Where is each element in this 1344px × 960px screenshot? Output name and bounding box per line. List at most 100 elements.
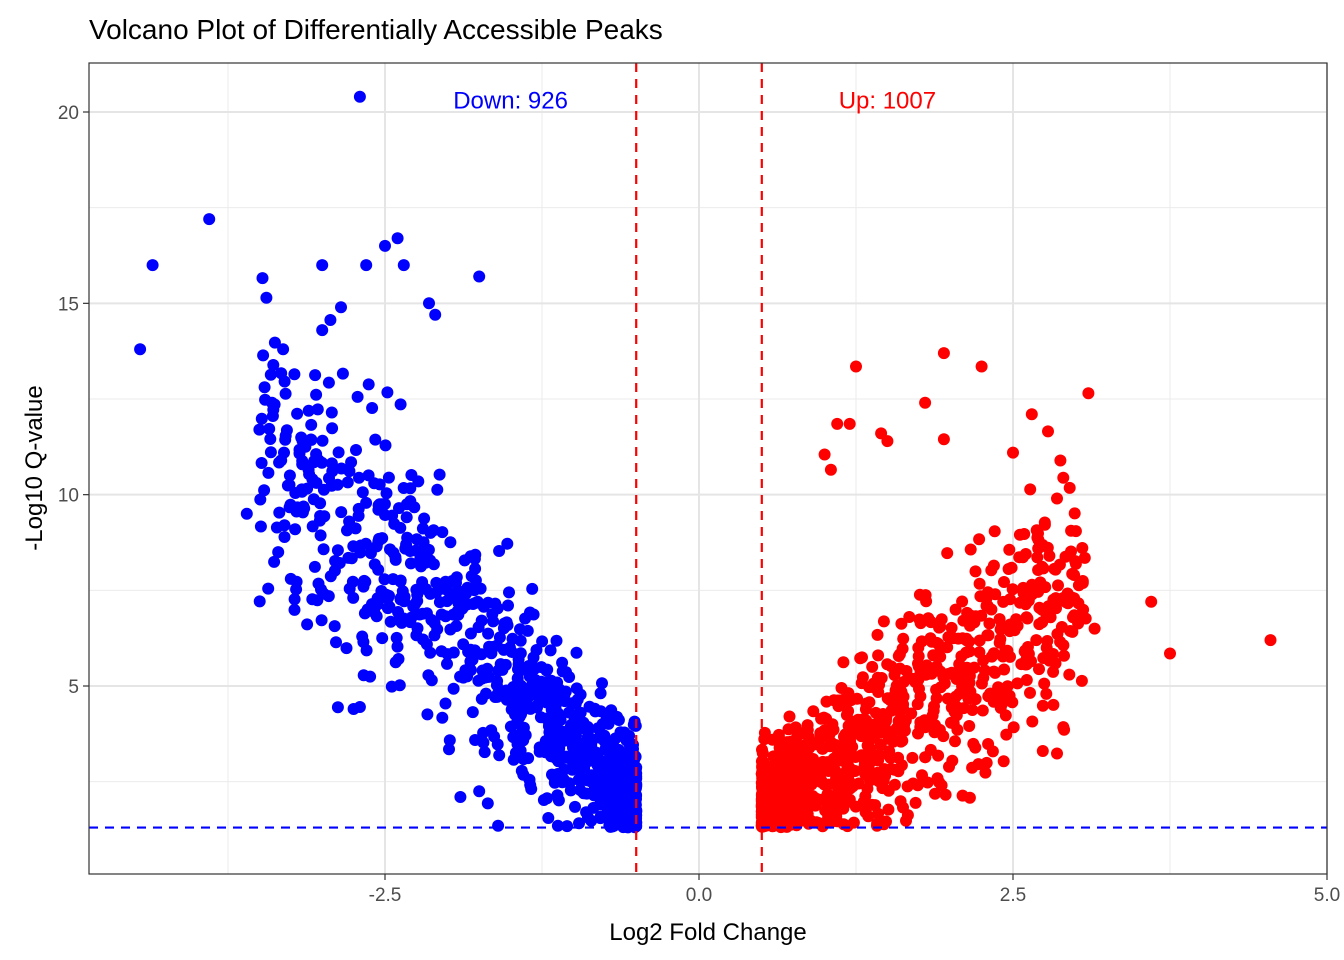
point-down xyxy=(478,746,491,759)
point-down xyxy=(398,595,411,608)
point-down xyxy=(602,788,615,801)
point-down xyxy=(429,308,442,321)
point-down xyxy=(519,729,532,742)
point-down xyxy=(366,402,379,414)
point-down xyxy=(360,496,373,509)
point-up xyxy=(826,718,839,731)
point-down xyxy=(544,644,557,657)
point-down xyxy=(567,741,579,754)
point-up xyxy=(1030,634,1043,647)
point-down xyxy=(450,620,463,632)
point-down xyxy=(313,514,326,527)
point-down xyxy=(341,476,354,489)
point-down xyxy=(326,422,339,435)
point-up xyxy=(856,671,869,684)
point-down xyxy=(424,646,437,659)
point-up xyxy=(976,704,989,717)
point-up xyxy=(1030,524,1043,537)
point-up xyxy=(1019,548,1032,560)
point-up xyxy=(876,782,889,795)
point-down xyxy=(358,574,371,587)
point-down xyxy=(281,479,294,492)
point-up xyxy=(934,620,947,633)
point-up xyxy=(993,636,1006,649)
point-up xyxy=(815,712,828,725)
point-down xyxy=(573,762,586,775)
point-down xyxy=(343,515,356,528)
point-down xyxy=(511,704,524,717)
point-down xyxy=(439,697,452,710)
point-up xyxy=(807,753,820,765)
point-down xyxy=(612,770,625,783)
point-down xyxy=(423,297,435,310)
point-up xyxy=(1072,617,1085,630)
point-up xyxy=(1064,625,1077,637)
point-up xyxy=(895,617,908,630)
point-up xyxy=(849,751,862,763)
point-up xyxy=(1068,507,1081,520)
point-up xyxy=(973,634,986,647)
point-up xyxy=(837,656,850,669)
point-down xyxy=(268,336,281,349)
point-up xyxy=(1264,634,1277,647)
y-tick-label: 10 xyxy=(58,486,79,507)
point-up xyxy=(989,666,1002,679)
point-down xyxy=(264,368,277,381)
point-down xyxy=(379,439,392,452)
point-up xyxy=(833,786,845,799)
point-down xyxy=(433,468,446,481)
point-down xyxy=(425,674,438,687)
point-up xyxy=(1019,658,1032,671)
point-down xyxy=(288,368,301,381)
point-down xyxy=(360,259,373,272)
point-down xyxy=(620,734,633,747)
point-up xyxy=(1040,687,1053,700)
point-up xyxy=(999,709,1012,722)
point-down xyxy=(366,598,378,611)
point-up xyxy=(860,697,873,710)
point-down xyxy=(392,653,405,665)
point-down xyxy=(547,697,560,710)
point-up xyxy=(982,629,995,642)
point-up xyxy=(866,660,879,673)
point-down xyxy=(314,497,327,510)
point-down xyxy=(146,259,159,272)
point-down xyxy=(460,587,472,600)
point-down xyxy=(346,575,359,588)
point-down xyxy=(424,587,437,600)
point-up xyxy=(847,723,860,736)
point-down xyxy=(284,498,297,511)
point-down xyxy=(392,613,405,626)
point-up xyxy=(1051,747,1063,760)
point-up xyxy=(817,794,830,807)
point-up xyxy=(799,765,812,778)
point-down xyxy=(531,689,544,701)
point-up xyxy=(914,666,927,679)
point-up xyxy=(827,800,840,813)
point-down xyxy=(397,259,410,272)
point-down xyxy=(316,434,329,447)
point-down xyxy=(477,726,490,739)
point-up xyxy=(1011,677,1024,690)
point-down xyxy=(458,554,471,567)
point-down xyxy=(305,433,317,446)
point-up xyxy=(963,676,976,689)
x-tick-label: -2.5 xyxy=(369,885,402,906)
point-down xyxy=(328,620,341,633)
point-up xyxy=(939,788,952,801)
point-down xyxy=(391,232,404,245)
point-up xyxy=(997,595,1010,608)
point-up xyxy=(1000,728,1013,741)
point-down xyxy=(511,716,524,729)
point-down xyxy=(563,777,576,790)
point-up xyxy=(1037,562,1050,575)
point-down xyxy=(291,407,304,420)
point-down xyxy=(317,543,330,556)
point-up xyxy=(1019,598,1032,611)
point-down xyxy=(376,632,389,645)
point-down xyxy=(475,692,488,705)
point-down xyxy=(593,753,606,766)
point-down xyxy=(258,381,271,394)
point-down xyxy=(547,770,560,783)
point-down xyxy=(529,661,542,674)
